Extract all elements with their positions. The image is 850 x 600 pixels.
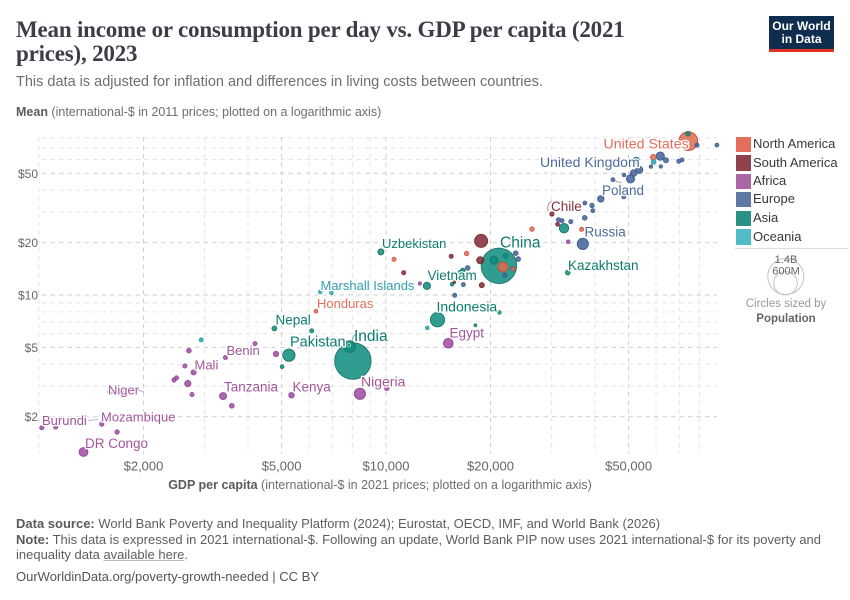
svg-text:Nepal: Nepal xyxy=(276,313,311,328)
svg-text:Russia: Russia xyxy=(585,225,627,240)
svg-text:Chile: Chile xyxy=(551,199,582,214)
svg-text:$20,000: $20,000 xyxy=(467,459,514,474)
svg-text:Poland: Poland xyxy=(602,183,644,198)
svg-text:$2: $2 xyxy=(25,410,39,424)
svg-text:Burundi: Burundi xyxy=(42,413,87,428)
svg-text:$10,000: $10,000 xyxy=(363,459,410,474)
svg-text:DR Congo: DR Congo xyxy=(85,436,148,451)
svg-text:Pakistan: Pakistan xyxy=(290,335,346,351)
svg-text:Nigeria: Nigeria xyxy=(361,374,406,390)
svg-text:Kazakhstan: Kazakhstan xyxy=(568,258,639,273)
svg-text:$5: $5 xyxy=(25,341,39,355)
svg-text:Niger: Niger xyxy=(108,383,140,398)
svg-text:$20: $20 xyxy=(18,236,38,250)
svg-text:Mozambique: Mozambique xyxy=(101,410,175,425)
svg-text:$50,000: $50,000 xyxy=(605,459,652,474)
svg-text:United States: United States xyxy=(604,137,689,153)
svg-text:Uzbekistan: Uzbekistan xyxy=(382,236,446,251)
svg-text:1.4B: 1.4B xyxy=(775,254,798,266)
svg-text:Indonesia: Indonesia xyxy=(437,299,498,315)
svg-text:$2,000: $2,000 xyxy=(124,459,164,474)
svg-text:Honduras: Honduras xyxy=(317,296,374,311)
svg-text:Tanzania: Tanzania xyxy=(224,380,279,395)
svg-text:Mali: Mali xyxy=(195,358,219,373)
svg-text:India: India xyxy=(354,328,388,345)
svg-text:Benin: Benin xyxy=(227,343,260,358)
svg-text:$10: $10 xyxy=(18,289,38,303)
svg-text:600M: 600M xyxy=(772,266,800,278)
svg-text:United Kingdom: United Kingdom xyxy=(540,154,640,170)
svg-text:$5,000: $5,000 xyxy=(262,459,302,474)
svg-text:China: China xyxy=(500,235,541,252)
svg-text:Marshall Islands: Marshall Islands xyxy=(321,278,415,293)
svg-text:Egypt: Egypt xyxy=(450,326,485,341)
svg-text:Vietnam: Vietnam xyxy=(428,268,477,283)
svg-text:$50: $50 xyxy=(18,167,38,181)
svg-text:Kenya: Kenya xyxy=(293,380,332,395)
